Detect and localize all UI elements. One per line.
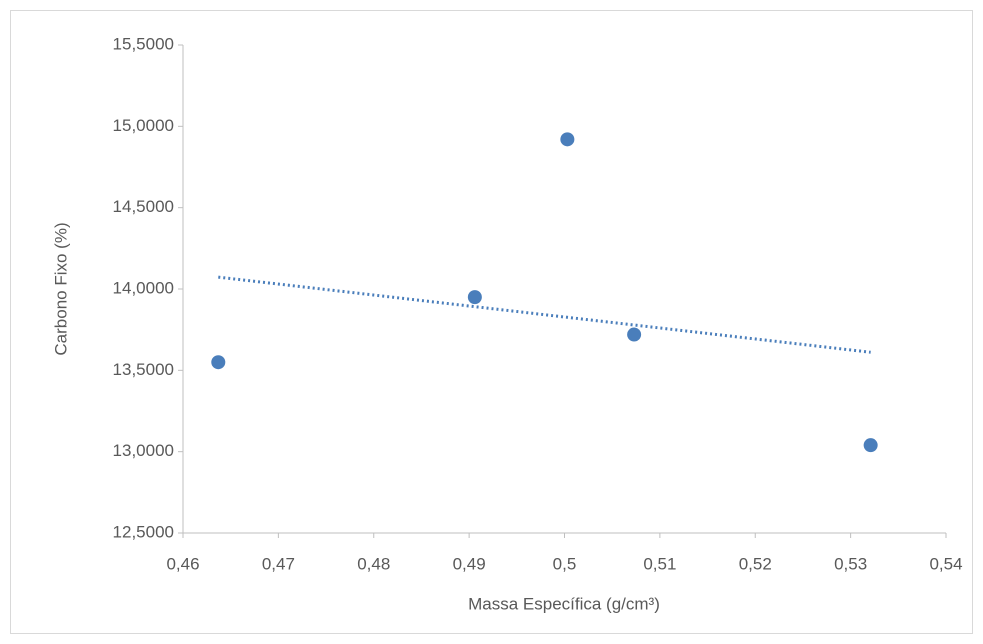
y-tick-label: 13,0000 <box>113 441 174 460</box>
x-tick-label: 0,54 <box>929 554 962 573</box>
y-tick-label: 15,5000 <box>113 34 174 53</box>
point <box>627 327 642 342</box>
y-tick-label: 14,5000 <box>113 197 174 216</box>
x-tick-label: 0,52 <box>739 554 772 573</box>
chart-border <box>10 10 973 634</box>
x-tick-label: 0,51 <box>643 554 676 573</box>
y-axis-label: Carbono Fixo (%) <box>51 222 70 355</box>
y-tick-label: 14,0000 <box>113 278 174 297</box>
point <box>863 438 878 453</box>
y-tick-label: 13,5000 <box>113 360 174 379</box>
x-tick-label: 0,47 <box>262 554 295 573</box>
x-tick-label: 0,49 <box>453 554 486 573</box>
x-axis-label: Massa Específica (g/cm³) <box>468 594 660 613</box>
x-tick-label: 0,5 <box>553 554 577 573</box>
point <box>467 290 482 305</box>
x-tick-label: 0,53 <box>834 554 867 573</box>
x-tick-label: 0,46 <box>166 554 199 573</box>
point <box>560 132 575 147</box>
x-tick-label: 0,48 <box>357 554 390 573</box>
point <box>211 355 226 370</box>
y-tick-label: 15,0000 <box>113 116 174 135</box>
y-tick-label: 12,5000 <box>113 522 174 541</box>
